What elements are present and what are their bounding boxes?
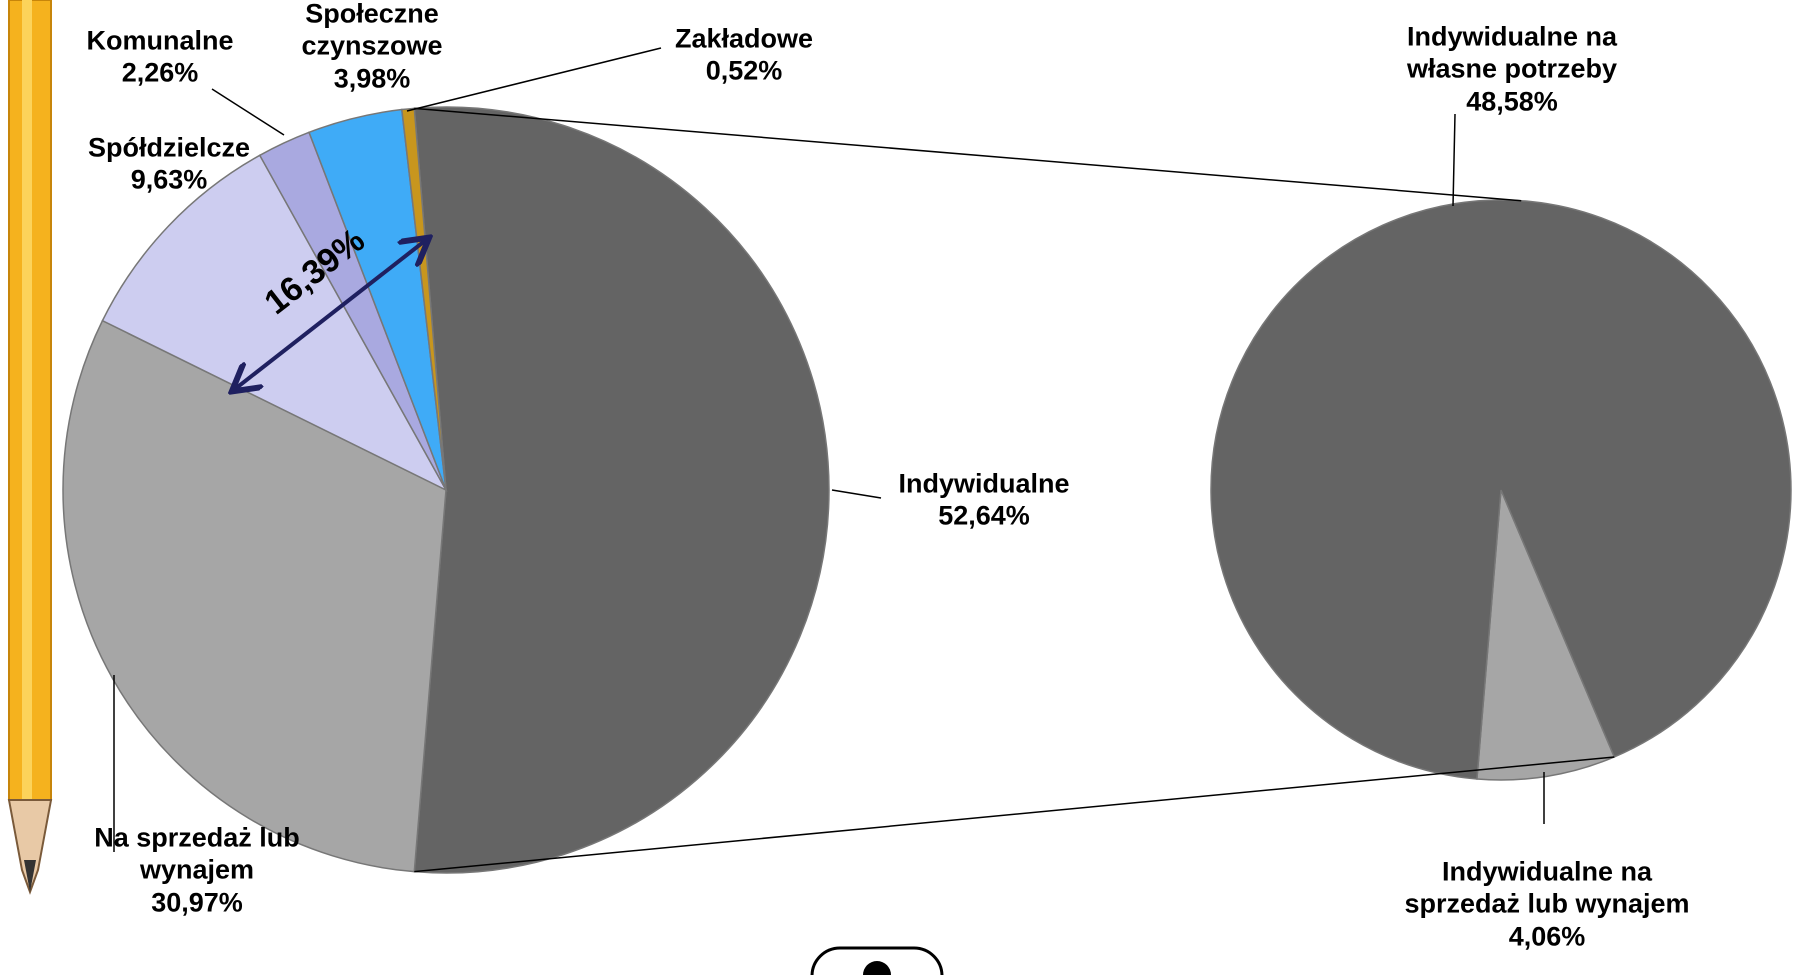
value-label: 2,26% xyxy=(122,58,199,88)
category-label: Na sprzedaż lub wynajem xyxy=(94,822,300,884)
value-label: 9,63% xyxy=(131,165,208,195)
leader-line xyxy=(212,89,284,135)
category-label: Społeczne czynszowe xyxy=(301,0,442,61)
value-label: 30,97% xyxy=(151,887,243,917)
chart: Indywidualne52,64% Na sprzedaż lub wynaje… xyxy=(0,0,1794,975)
category-label: Spółdzielcze xyxy=(88,133,250,163)
value-label: 48,58% xyxy=(1466,86,1558,116)
pencil xyxy=(9,0,51,892)
logo xyxy=(812,948,942,975)
category-label: Indywidualne xyxy=(898,469,1069,499)
value-label: 52,64% xyxy=(938,501,1030,531)
value-label: 0,52% xyxy=(706,56,783,86)
leader-line xyxy=(1453,114,1455,206)
pie-slice xyxy=(414,107,829,873)
category-label: Zakładowe xyxy=(675,24,813,54)
category-label: Komunalne xyxy=(86,26,233,56)
value-label: 3,98% xyxy=(334,63,411,93)
category-label: Indywidualne na własne potrzeby xyxy=(1407,21,1617,83)
category-label: Indywidualne na sprzedaż lub wynajem xyxy=(1404,856,1689,918)
value-label: 4,06% xyxy=(1509,921,1586,951)
